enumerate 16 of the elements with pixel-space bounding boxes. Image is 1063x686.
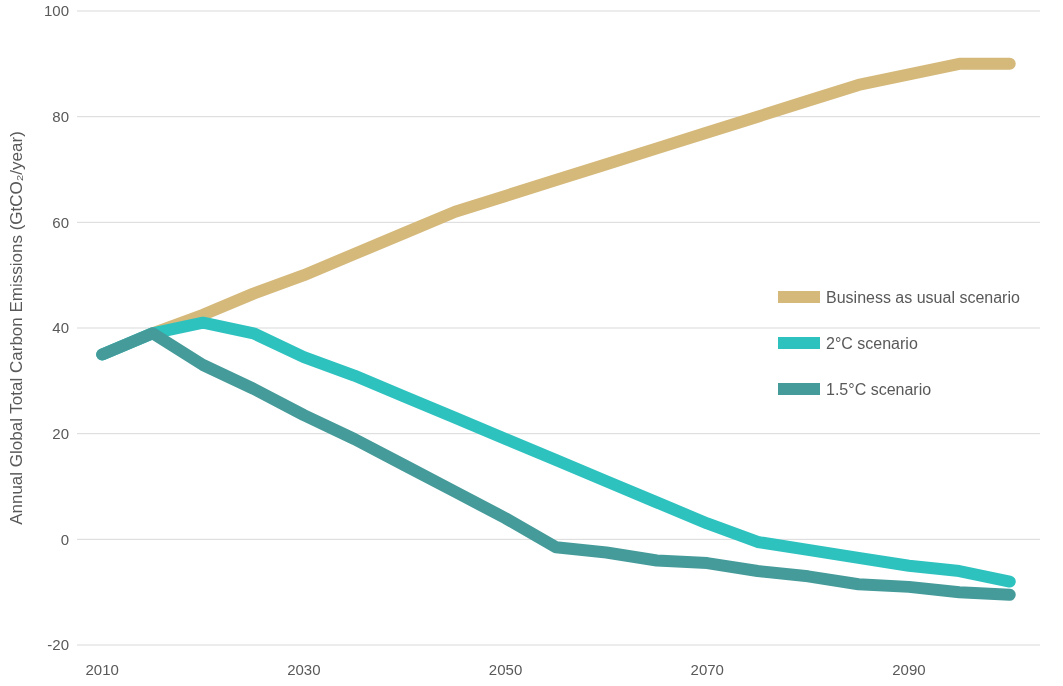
y-tick-label: 80 <box>52 107 69 125</box>
x-tick-label: 2010 <box>85 661 119 678</box>
legend-label: 1.5°C scenario <box>826 380 932 398</box>
y-tick-label: 100 <box>43 2 69 20</box>
x-tick-label: 2070 <box>690 661 724 678</box>
y-tick-label: 0 <box>60 530 69 548</box>
y-tick-label: 40 <box>52 319 69 337</box>
legend-label: 2°C scenario <box>826 334 918 352</box>
x-tick-label: 2030 <box>287 661 321 678</box>
y-tick-label: 60 <box>52 213 69 231</box>
x-tick-label: 2050 <box>488 661 523 678</box>
y-axis-title: Annual Global Total Carbon Emissions (GtCO₂/year) <box>7 131 26 525</box>
x-tick-label: 2090 <box>892 661 926 678</box>
legend-label: Business as usual scenario <box>826 288 1020 306</box>
y-tick-label: 20 <box>52 424 69 442</box>
y-tick-label: -20 <box>47 636 69 654</box>
